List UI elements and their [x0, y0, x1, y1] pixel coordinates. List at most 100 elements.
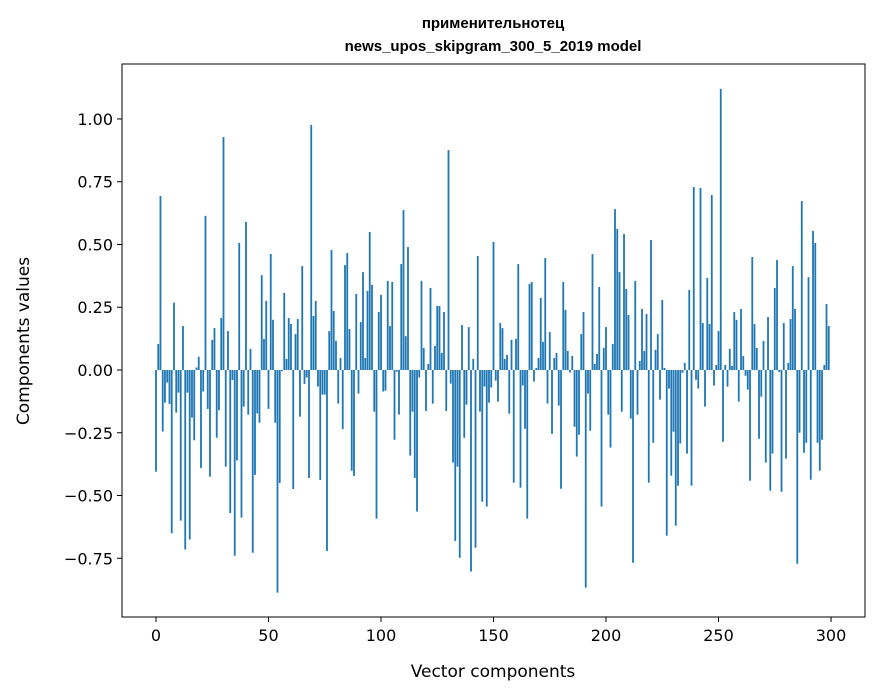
- bar: [769, 369, 772, 491]
- bar: [548, 332, 551, 370]
- bar: [263, 338, 265, 370]
- bar: [389, 326, 391, 370]
- bar: [665, 369, 668, 536]
- bar: [780, 369, 783, 492]
- bar: [814, 242, 817, 370]
- bar: [375, 369, 378, 519]
- bar: [177, 369, 180, 393]
- bar: [164, 369, 166, 403]
- bar: [501, 328, 504, 370]
- bar: [155, 369, 157, 472]
- bar: [285, 358, 288, 370]
- bar: [420, 280, 423, 370]
- bar: [350, 369, 353, 471]
- y-tick-label: 0.75: [77, 173, 113, 192]
- bar: [537, 357, 540, 370]
- bar: [301, 266, 304, 370]
- bar: [287, 318, 290, 370]
- bar: [431, 369, 434, 404]
- bar: [413, 369, 416, 478]
- bar: [395, 369, 398, 372]
- bar: [521, 369, 524, 386]
- bar: [659, 369, 661, 400]
- bar: [544, 258, 547, 370]
- bar: [796, 369, 799, 564]
- bar: [643, 350, 646, 370]
- bar: [400, 264, 403, 370]
- bar: [528, 283, 531, 370]
- bar: [236, 369, 238, 461]
- bar: [344, 265, 346, 370]
- bar: [663, 367, 666, 370]
- bar: [715, 364, 718, 370]
- bar: [751, 257, 754, 370]
- bar: [371, 284, 373, 370]
- bar: [278, 369, 281, 483]
- bar: [555, 352, 558, 370]
- bar: [767, 317, 769, 370]
- bar: [562, 281, 565, 370]
- chart-title-line-2: news_upos_skipgram_300_5_2019 model: [345, 38, 642, 55]
- bar: [209, 369, 211, 477]
- x-tick-label: 100: [366, 626, 397, 645]
- bar: [260, 275, 263, 370]
- bar: [812, 230, 814, 370]
- bar: [443, 312, 445, 370]
- bar: [798, 369, 801, 433]
- bar: [571, 355, 574, 370]
- x-axis-label: Vector components: [411, 662, 576, 682]
- bar: [807, 277, 810, 370]
- bar: [771, 369, 774, 454]
- bar: [485, 369, 488, 507]
- bar: [564, 310, 567, 370]
- bar: [618, 272, 621, 370]
- bar: [267, 369, 270, 409]
- bar: [353, 369, 355, 476]
- bar: [159, 196, 162, 370]
- bar: [821, 369, 823, 440]
- bar: [497, 369, 499, 402]
- bar: [436, 305, 439, 370]
- bar: [733, 312, 736, 370]
- bar: [398, 369, 400, 415]
- bar: [377, 312, 380, 370]
- bar: [449, 369, 452, 384]
- bar: [782, 323, 785, 370]
- bar: [404, 336, 407, 370]
- bar: [506, 354, 508, 370]
- bar: [508, 369, 511, 414]
- y-axis-ticks: −0.75 −0.50 −0.25 0.00 0.25 0.50 0.75 1.00: [64, 110, 122, 568]
- bar: [614, 209, 616, 370]
- bar: [438, 305, 441, 370]
- bar: [204, 215, 207, 370]
- bar: [636, 369, 639, 415]
- bar: [800, 201, 803, 370]
- bar: [240, 369, 243, 518]
- bar: [202, 369, 205, 392]
- bar: [281, 369, 283, 372]
- bar: [681, 369, 684, 373]
- bar: [755, 347, 758, 370]
- bar: [760, 369, 763, 397]
- bar: [447, 150, 450, 370]
- x-axis-ticks: 0 50 100 150 200 250 300: [151, 617, 846, 645]
- bar: [625, 288, 628, 370]
- bar: [362, 272, 364, 370]
- bar: [553, 357, 556, 370]
- bar: [299, 369, 301, 417]
- bar: [224, 369, 227, 467]
- bar: [535, 367, 538, 370]
- bar: [573, 369, 576, 427]
- bar: [578, 369, 580, 435]
- x-tick-label: 150: [478, 626, 509, 645]
- bar: [242, 369, 245, 407]
- bar: [402, 210, 405, 370]
- bar: [348, 329, 351, 370]
- bar: [683, 362, 686, 370]
- bar: [825, 303, 828, 370]
- bar: [650, 239, 652, 370]
- bar: [463, 369, 466, 438]
- bar: [519, 369, 522, 488]
- bar: [346, 253, 349, 370]
- bar: [623, 233, 625, 370]
